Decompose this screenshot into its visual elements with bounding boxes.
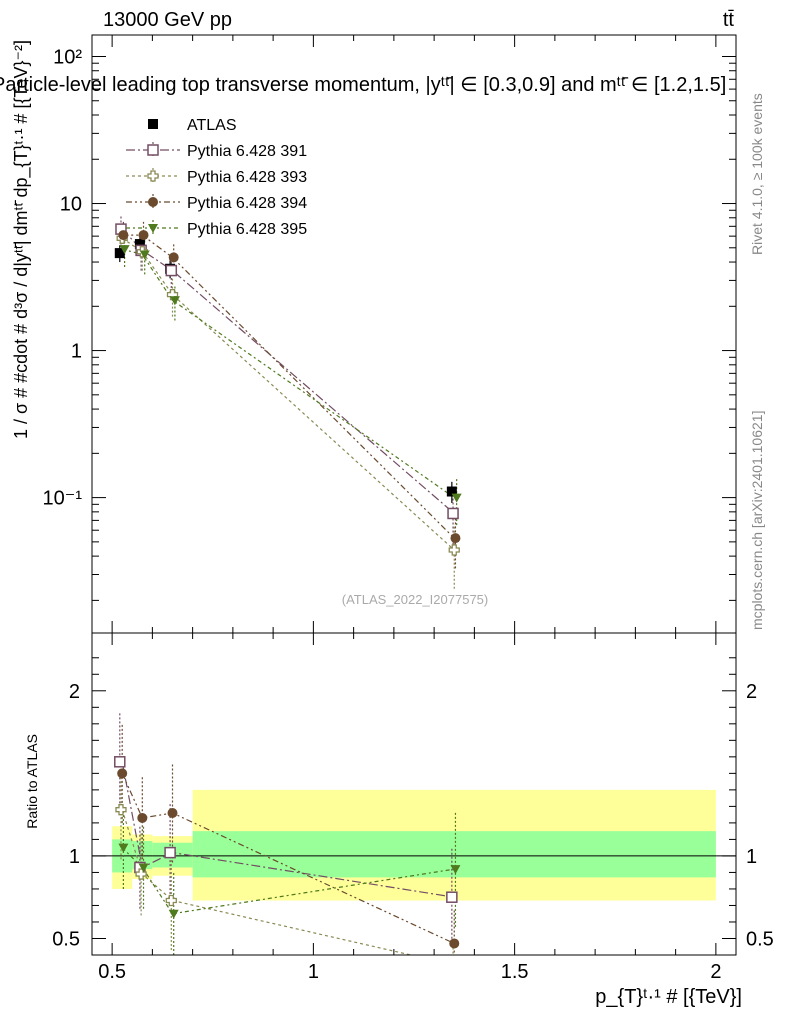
ratio-point-pythia-6-428-393-0 — [115, 804, 127, 816]
main-point-pythia-6-428-395-0 — [119, 245, 130, 255]
legend-label-atlas: ATLAS — [187, 117, 237, 134]
ratio-line-pythia-6-428-391 — [121, 761, 455, 898]
y-tick-label-main: 10 — [60, 194, 82, 216]
main-line-pythia-6-428-395 — [122, 248, 455, 499]
legend-marker-pythia-6-428-394 — [148, 197, 158, 207]
ratio-point-pythia-6-428-393-1 — [135, 868, 147, 880]
rivet-label: Rivet 4.1.0, ≥ 100k events — [749, 93, 765, 255]
ratio-point-pythia-6-428-393-2 — [165, 894, 177, 907]
y-tick-label-ratio-right: 0.5 — [746, 928, 774, 950]
main-point-pythia-6-428-394-1 — [138, 230, 149, 241]
ratio-point-pythia-6-428-395-2 — [168, 909, 179, 919]
y-tick-label-main: 10⁻¹ — [43, 488, 83, 510]
ratio-series-markers — [114, 756, 461, 970]
legend-marker-pythia-6-428-393 — [147, 170, 159, 182]
y-tick-label-ratio-right: 1 — [746, 846, 757, 868]
ratio-point-pythia-6-428-391-3 — [446, 891, 458, 903]
axis-ticks — [92, 35, 736, 955]
legend: ATLAS Pythia 6.428 391 Pythia 6.428 393 Pyt… — [126, 117, 307, 238]
main-ylabel: 1 / σ # #cdot # d³σ / d|yᵗᵗ̄| dmᵗᵗ̄ dp_{… — [11, 40, 32, 439]
ratio-point-pythia-6-428-395-1 — [138, 863, 149, 873]
axis-tick-labels: 0.5 1 1.5 2 10² 10 1 10⁻¹ 2 2 1 1 0.5 0.5 — [43, 46, 774, 983]
y-tick-label-main: 10² — [53, 46, 82, 68]
main-line-pythia-6-428-394 — [122, 234, 455, 539]
main-point-pythia-6-428-394-0 — [118, 230, 129, 241]
ratio-line-pythia-6-428-395 — [121, 847, 455, 915]
main-point-pythia-6-428-391-3 — [447, 507, 459, 520]
legend-marker-pythia-6-428-391 — [147, 144, 159, 156]
main-point-pythia-6-428-395-3 — [451, 493, 462, 503]
main-line-pythia-6-428-391 — [121, 228, 455, 514]
ratio-point-pythia-6-428-391-0 — [114, 756, 126, 768]
x-tick-label: 1.5 — [501, 961, 529, 983]
x-tick-label: 1 — [308, 961, 319, 983]
ratio-ylabel: Ratio to ATLAS — [24, 734, 40, 829]
main-point-pythia-6-428-395-2 — [169, 296, 180, 306]
ratio-point-pythia-6-428-394-2 — [167, 807, 178, 818]
y-tick-label-ratio-left: 2 — [69, 681, 80, 703]
ratio-line-pythia-6-428-394 — [121, 773, 455, 944]
y-tick-label-ratio-right: 2 — [746, 681, 757, 703]
header-right: tt̄ — [723, 9, 735, 31]
legend-marker-atlas — [148, 119, 158, 129]
header-left: 13000 GeV pp — [103, 9, 232, 31]
ratio-xlabel: p_{T}ᵗ·¹ # [{TeV}] — [595, 986, 742, 1008]
y-tick-label-ratio-left: 1 — [69, 846, 80, 868]
y-tick-label-ratio-left: 0.5 — [52, 928, 80, 950]
analysis-watermark: (ATLAS_2022_I2077575) — [342, 592, 488, 607]
main-line-pythia-6-428-393 — [121, 237, 455, 551]
y-tick-label-main: 1 — [71, 341, 82, 363]
x-tick-label: 0.5 — [98, 961, 126, 983]
main-point-atlas-1 — [134, 239, 145, 250]
main-point-atlas-3 — [446, 486, 457, 497]
main-point-pythia-6-428-395-1 — [139, 250, 150, 260]
main-series-markers — [114, 223, 462, 556]
legend-marker-pythia-6-428-395 — [148, 224, 158, 233]
ratio-uncertainty-bands — [112, 789, 716, 901]
ratio-point-pythia-6-428-394-0 — [117, 768, 128, 779]
main-point-pythia-6-428-393-3 — [448, 544, 460, 556]
legend-label-pythia-6-428-393: Pythia 6.428 393 — [187, 169, 307, 186]
mcplots-label: mcplots.cern.ch [arXiv:2401.10621] — [749, 411, 765, 630]
main-point-atlas-0 — [114, 248, 125, 259]
ratio-point-pythia-6-428-393-3 — [448, 960, 458, 970]
main-point-pythia-6-428-394-2 — [168, 252, 179, 263]
main-point-pythia-6-428-394-3 — [450, 533, 461, 544]
legend-label-pythia-6-428-391: Pythia 6.428 391 — [187, 143, 307, 160]
ratio-line-pythia-6-428-393 — [121, 809, 414, 955]
ratio-point-pythia-6-428-391-2 — [164, 846, 176, 859]
ratio-point-pythia-6-428-395-0 — [118, 843, 129, 853]
ratio-point-pythia-6-428-394-3 — [449, 938, 460, 949]
x-tick-label: 2 — [710, 961, 721, 983]
ratio-point-pythia-6-428-394-1 — [137, 812, 148, 823]
plot-title: Particle-level leading top transverse mo… — [0, 74, 726, 96]
main-point-pythia-6-428-391-2 — [165, 264, 178, 277]
legend-label-pythia-6-428-394: Pythia 6.428 394 — [187, 195, 307, 212]
ratio-point-pythia-6-428-395-3 — [450, 865, 461, 875]
ratio-panel-frame — [91, 632, 737, 956]
legend-label-pythia-6-428-395: Pythia 6.428 395 — [187, 221, 307, 238]
